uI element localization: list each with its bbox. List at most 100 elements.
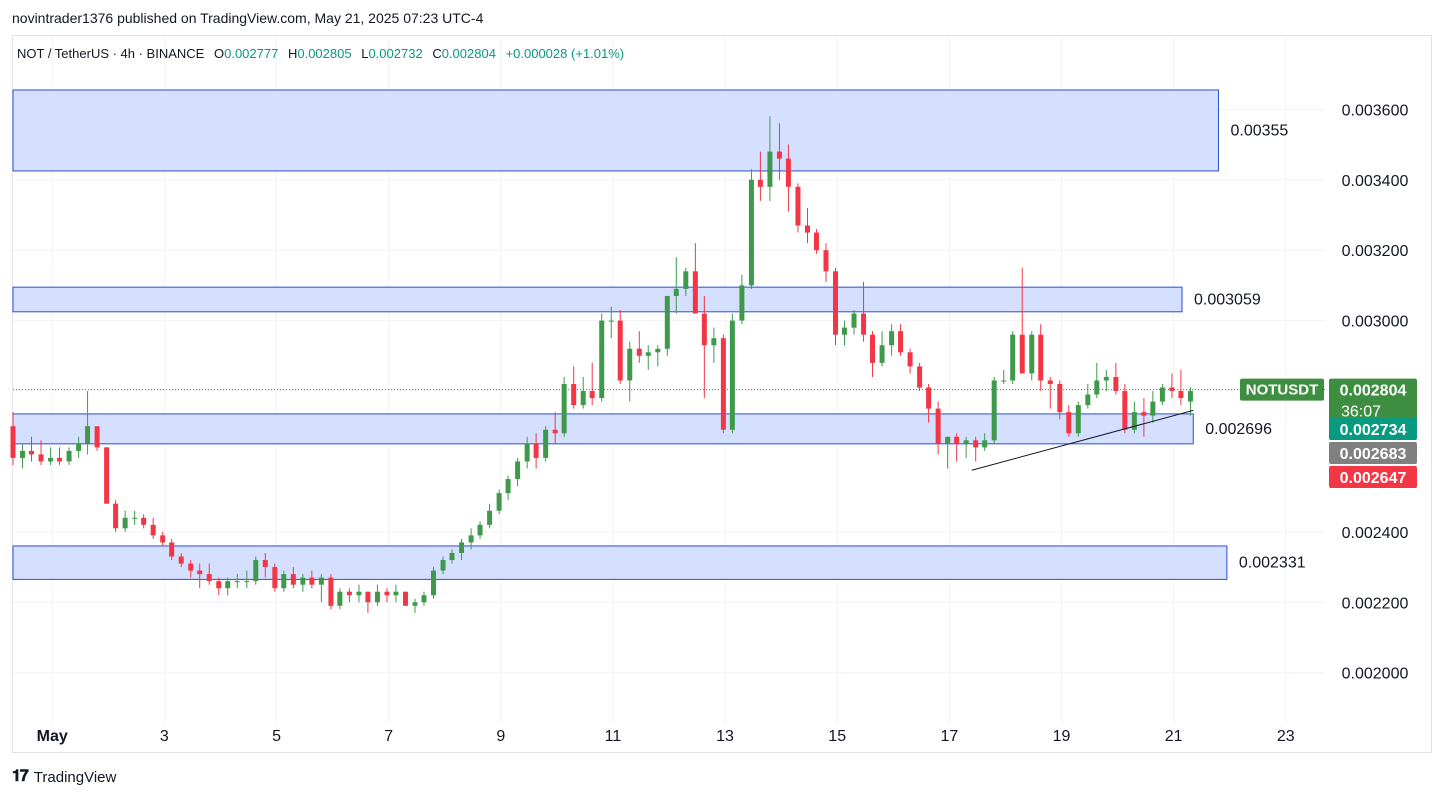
candle-up — [739, 285, 745, 321]
y-tick-label: 0.003400 — [1342, 173, 1409, 190]
candle-down — [935, 408, 941, 444]
candle-up — [543, 429, 549, 458]
candle-up — [132, 517, 138, 519]
candle-down — [365, 591, 371, 603]
candle-down — [1057, 383, 1063, 413]
candle-up — [431, 570, 437, 596]
candle-down — [206, 574, 212, 582]
open-label: O — [213, 46, 225, 61]
y-tick-label: 0.002000 — [1342, 666, 1409, 683]
x-tick-label: May — [37, 728, 68, 745]
change-value: +0.000028 (+1.01%) — [505, 46, 625, 61]
candle-down — [160, 535, 166, 543]
zone-label: 0.00355 — [1230, 122, 1288, 139]
candle-down — [757, 179, 763, 187]
candle-up — [524, 443, 530, 462]
candle-up — [393, 591, 399, 596]
candle-up — [879, 345, 885, 363]
x-tick-label: 17 — [940, 728, 958, 745]
zone-rect — [12, 89, 1219, 172]
candle-up — [356, 591, 362, 596]
candle-down — [701, 313, 707, 346]
candle-up — [66, 450, 72, 462]
candle-up — [1001, 380, 1007, 382]
candle-up — [1150, 401, 1156, 416]
candle-up — [253, 560, 259, 582]
candle-up — [477, 524, 483, 536]
high-price-tag-value: 0.002734 — [1340, 422, 1407, 439]
zone-rect — [12, 286, 1183, 313]
candle-up — [468, 535, 474, 543]
x-tick-label: 21 — [1165, 728, 1183, 745]
candle-down — [898, 331, 904, 353]
candle-up — [337, 591, 343, 606]
last-price-value: 0.002804 — [1340, 383, 1407, 400]
y-tick-label: 0.002200 — [1342, 595, 1409, 612]
candle-down — [94, 426, 100, 448]
candle-down — [1038, 334, 1044, 381]
candle-down — [617, 320, 623, 381]
candle-down — [328, 577, 334, 606]
symbol-legend: NOT / TetherUS · 4h · BINANCE O0.002777 … — [17, 46, 624, 61]
candle-up — [1075, 405, 1081, 434]
candle-up — [1010, 334, 1016, 381]
footer-brand[interactable]: 𝟏𝟕 TradingView — [12, 768, 116, 786]
candle-up — [459, 542, 465, 553]
candle-down — [954, 436, 960, 444]
candle-up — [1187, 391, 1193, 402]
zone-rect — [12, 545, 1228, 580]
zone-label: 0.003059 — [1194, 291, 1261, 308]
candle-up — [412, 602, 418, 606]
symbol-info[interactable]: NOT / TetherUS · 4h · BINANCE — [17, 46, 205, 61]
candle-up — [48, 457, 54, 462]
x-tick-label: 3 — [160, 728, 169, 745]
candle-up — [599, 320, 605, 399]
candle-up — [1094, 380, 1100, 395]
candle-down — [402, 591, 408, 606]
y-tick-label: 0.003000 — [1342, 314, 1409, 331]
candle-up — [580, 391, 586, 406]
high-price-tag — [1329, 418, 1417, 440]
candle-up — [440, 560, 446, 571]
candle-up — [318, 577, 324, 585]
candle-down — [197, 570, 203, 575]
x-tick-label: 9 — [496, 728, 505, 745]
candle-up — [673, 288, 679, 296]
candle-up — [244, 581, 250, 583]
candle-up — [1085, 394, 1091, 406]
high-label: H — [287, 46, 298, 61]
candle-up — [515, 461, 521, 480]
candle-up — [1131, 412, 1137, 430]
x-tick-label: 5 — [272, 728, 281, 745]
candle-up — [20, 450, 26, 458]
high-value: 0.002805 — [297, 46, 352, 61]
candle-down — [804, 225, 810, 233]
candle-up — [851, 313, 857, 328]
y-tick-label: 0.003200 — [1342, 243, 1409, 260]
bar-countdown: 36:07 — [1341, 404, 1381, 421]
candle-down — [785, 158, 791, 187]
candle-up — [683, 271, 689, 289]
candle-up — [608, 320, 614, 322]
symbol-tag-label: NOTUSDT — [1246, 382, 1319, 399]
candle-down — [1019, 334, 1025, 374]
x-tick-label: 13 — [716, 728, 734, 745]
candle-down — [870, 334, 876, 363]
candle-up — [982, 440, 988, 448]
candle-down — [571, 383, 577, 406]
candle-up — [496, 493, 502, 511]
candle-down — [833, 271, 839, 335]
candle-up — [729, 320, 735, 430]
candle-up — [664, 295, 670, 349]
candle-down — [926, 387, 932, 409]
x-tick-label: 11 — [605, 728, 622, 745]
candle-up — [300, 577, 306, 585]
x-tick-label: 19 — [1053, 728, 1071, 745]
candle-down — [1141, 412, 1147, 416]
candle-down — [636, 348, 642, 356]
candle-down — [10, 426, 16, 458]
candle-down — [346, 591, 352, 596]
candle-up — [374, 591, 380, 603]
open-value: 0.002777 — [224, 46, 279, 61]
